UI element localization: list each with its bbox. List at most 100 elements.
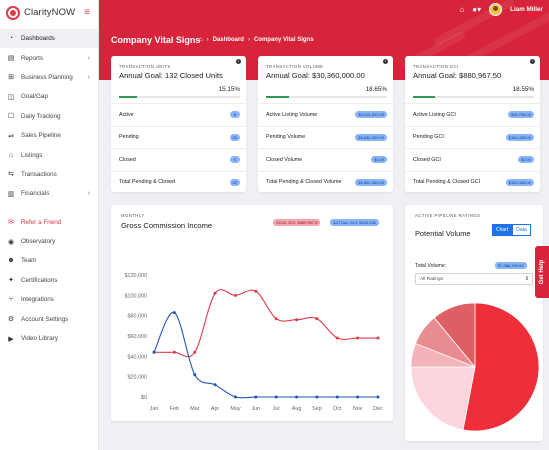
kpi-caption: TRANSACTION UNITS [119,64,171,69]
data-point-actual[interactable] [213,383,217,387]
sidebar-item-financials[interactable]: ▥ Financials › [0,184,98,203]
data-point-actual[interactable] [356,395,360,399]
breadcrumb: ⌂ › Dashboard › Company Vital Signs [199,37,314,43]
data-point-goal[interactable] [356,336,360,340]
data-point-goal[interactable] [213,291,217,295]
pipeline-title: Potential Volume [415,229,471,238]
data-point-goal[interactable] [172,350,176,354]
sidebar-item-dashboards[interactable]: ◔ Dashboards [0,29,98,49]
home-icon[interactable]: ⌂ [459,4,465,14]
kpi-row-label: Closed Volume [266,156,303,163]
sidebar-item-label: Sales Pipeline [21,132,61,140]
kpi-progress-fill [119,96,138,98]
sidebar-item-business-planning[interactable]: ⊞ Business Planning › [0,68,98,87]
total-volume-value: $7,988,300.00 [495,262,527,269]
kpi-progress-bar [413,96,534,98]
sidebar: ClarityNOW ≡ ◔ Dashboards ▤ Reports › ⊞ Busine… [0,0,99,450]
info-icon[interactable]: i [530,59,535,64]
info-icon[interactable]: i [383,59,388,64]
kpi-percent: 15.15% [218,86,240,93]
sidebar-item-account-settings[interactable]: ⚙ Account Settings [0,309,98,328]
data-point-actual[interactable] [274,395,278,399]
video-icon: ▶ [8,335,14,343]
bell-icon[interactable]: ●▾ [472,4,482,14]
data-point-goal[interactable] [376,336,380,340]
kpi-goal: Annual Goal: $880,967.50 [413,71,502,80]
sidebar-item-listings[interactable]: ⌂ Listings [0,145,98,164]
ratings-select[interactable]: All Ratings ⇕ [415,273,533,285]
data-point-actual[interactable] [335,395,339,399]
certificate-icon: ✦ [8,277,14,285]
avatar[interactable] [489,2,503,16]
hamburger-menu-icon[interactable]: ≡ [84,6,90,18]
sidebar-item-video-library[interactable]: ▶ Video Library [0,329,98,348]
chevron-right-icon: › [87,73,90,81]
data-point-actual[interactable] [295,395,299,399]
gci-line-chart: $0 $20,000 $40,000 $60,000 $80,000 $100,000 $1… [125,273,384,412]
data-point-actual[interactable] [172,311,176,315]
kpi-row-value: 0 [230,156,240,164]
tracking-icon: ☐ [7,113,15,121]
data-point-actual[interactable] [193,373,197,377]
x-tick-label: Jan [150,406,159,412]
tab-data[interactable]: Data [512,224,531,236]
data-point-actual[interactable] [315,395,319,399]
x-tick-label: Dec [373,406,383,412]
user-name[interactable]: Liam Miller [510,5,543,13]
ratings-select-value: All Ratings [420,277,443,282]
sidebar-item-transactions[interactable]: ⇆ Transactions [0,165,98,184]
sidebar-item-label: Team [21,257,37,265]
get-help-button[interactable]: Get Help [535,246,549,298]
sidebar-item-daily-tracking[interactable]: ☐ Daily Tracking [0,107,98,126]
sidebar-nav: ◔ Dashboards ▤ Reports › ⊞ Business Planning › ◫… [0,29,98,348]
kpi-row-label: Closed [119,156,136,163]
sidebar-item-team[interactable]: ☻ Team [0,251,98,270]
kpi-row: Active Listing Volume $3,024,300.00 [258,103,393,126]
gci-title: Gross Commission Income [121,221,213,230]
data-point-goal[interactable] [335,336,339,340]
data-point-goal[interactable] [274,317,278,321]
financials-icon: ▥ [7,190,15,198]
pipeline-caption: ACTIVE PIPELINE RATINGS [415,213,481,218]
pie-slice[interactable] [462,302,540,432]
sidebar-item-label: Account Settings [21,315,69,323]
pipeline-tabs: Chart Data [492,224,531,236]
data-point-goal[interactable] [233,293,237,297]
transactions-icon: ⇆ [8,171,14,179]
gci-card: MONTHLY Gross Commission Income GOAL GCI… [111,205,393,421]
info-icon[interactable]: i [236,59,241,64]
sidebar-item-label: Goal/Gap [21,93,48,101]
x-tick-label: Jul [273,406,280,412]
data-point-goal[interactable] [193,350,197,354]
tab-chart[interactable]: Chart [492,224,513,236]
series-line-goal [153,289,378,358]
kpi-row-value: $0.00 [517,156,534,164]
data-point-actual[interactable] [152,350,156,354]
x-tick-label: Nov [353,406,363,412]
sidebar-item-label: Business Planning [21,73,73,81]
sidebar-item-certifications[interactable]: ✦ Certifications [0,271,98,290]
sidebar-item-label: Listings [21,151,43,159]
data-point-goal[interactable] [295,318,299,322]
app-name: ClarityNOW [24,7,76,18]
data-point-actual[interactable] [233,395,237,399]
data-point-goal[interactable] [315,317,319,321]
sidebar-item-observatory[interactable]: ◉ Observatory [0,232,98,251]
total-volume-label: Total Volume: [415,263,447,269]
breadcrumb-dashboard[interactable]: Dashboard [212,37,244,43]
sidebar-item-sales-pipeline[interactable]: ⇌ Sales Pipeline [0,126,98,145]
kpi-percent: 18.55% [512,86,534,93]
logo[interactable]: ClarityNOW ≡ [0,0,98,25]
breadcrumb-home-icon[interactable]: ⌂ [199,37,203,43]
kpi-rows: Active Listing Volume $3,024,300.00 Pendin… [258,103,393,193]
pie-slice[interactable] [433,302,476,369]
sidebar-item-refer-a-friend[interactable]: ✉ Refer a Friend [0,213,98,232]
data-point-actual[interactable] [254,395,258,399]
gear-icon: ⚙ [7,316,15,324]
data-point-actual[interactable] [376,395,380,399]
pie-slice[interactable] [410,366,476,431]
data-point-goal[interactable] [254,289,258,293]
sidebar-item-integrations[interactable]: ⑂ Integrations [0,290,98,309]
sidebar-item-goal-gap[interactable]: ◫ Goal/Gap [0,87,98,106]
sidebar-item-reports[interactable]: ▤ Reports › [0,48,98,67]
